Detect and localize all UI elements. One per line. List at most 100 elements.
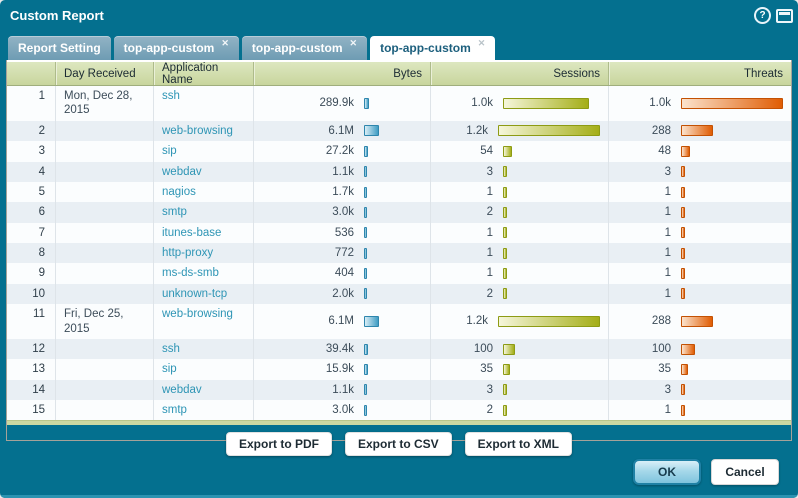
column-header-threats[interactable]: Threats xyxy=(608,62,791,85)
threats-cell: 1.0k xyxy=(608,86,791,121)
sessions-cell: 35 xyxy=(430,359,608,380)
application-link[interactable]: nagios xyxy=(162,185,196,198)
threats-bar xyxy=(681,363,688,375)
tab-report-setting[interactable]: Report Setting xyxy=(8,36,111,60)
application-link[interactable]: ms-ds-smb xyxy=(162,267,219,280)
table-header-row: Day Received Application Name Bytes Session… xyxy=(7,62,791,86)
sessions-bar xyxy=(503,166,507,178)
export-to-pdf-button[interactable]: Export to PDF xyxy=(226,432,332,457)
help-icon[interactable]: ? xyxy=(754,7,771,24)
row-number: 15 xyxy=(32,404,45,416)
row-number: 13 xyxy=(32,363,45,376)
tab-label: top-app-custom xyxy=(251,41,343,55)
threats-value: 3 xyxy=(664,383,671,396)
column-header-bytes[interactable]: Bytes xyxy=(253,62,430,85)
sessions-cell: 3 xyxy=(430,161,608,182)
application-link[interactable]: ssh xyxy=(162,342,180,355)
row-number: 5 xyxy=(38,185,45,198)
bytes-value: 15.9k xyxy=(325,363,354,376)
day-received-value xyxy=(55,141,153,162)
day-received-value xyxy=(55,181,153,203)
application-cell: webdav xyxy=(153,161,253,182)
bytes-value: 404 xyxy=(334,267,354,280)
export-to-xml-button[interactable]: Export to XML xyxy=(464,432,572,457)
grid-body: 1 Mon, Dec 28, 2015 ssh 289.9k 1.0k 1.0k 2 web-… xyxy=(7,86,791,421)
tab-close-icon[interactable]: ✕ xyxy=(221,37,229,48)
bytes-bar xyxy=(364,363,368,375)
application-link[interactable]: itunes-base xyxy=(162,226,222,239)
bytes-cell: 3.0k xyxy=(253,202,430,223)
threats-cell: 1 xyxy=(608,181,791,203)
tab-top-app-custom[interactable]: top-app-custom ✕ xyxy=(241,36,368,60)
sessions-cell: 1.0k xyxy=(430,86,608,121)
day-received-value xyxy=(55,161,153,182)
sessions-bar xyxy=(503,97,589,109)
tab-close-icon[interactable]: ✕ xyxy=(477,37,486,48)
column-header-application-name[interactable]: Application Name xyxy=(153,62,253,86)
application-link[interactable]: unknown-tcp xyxy=(162,287,228,300)
ok-button[interactable]: OK xyxy=(633,459,701,485)
column-header-day-received[interactable]: Day Received xyxy=(55,62,153,85)
sessions-cell: 3 xyxy=(430,379,608,400)
day-received-value xyxy=(55,202,153,223)
column-header-sessions[interactable]: Sessions xyxy=(430,62,608,85)
application-cell: http-proxy xyxy=(153,243,253,264)
report-table: Day Received Application Name Bytes Session… xyxy=(7,60,791,426)
day-received-value xyxy=(55,379,153,400)
sessions-cell: 100 xyxy=(430,338,608,360)
bytes-bar xyxy=(364,288,367,300)
tab-label: top-app-custom xyxy=(123,41,215,55)
sessions-bar xyxy=(503,186,507,198)
tab-close-icon[interactable]: ✕ xyxy=(349,37,358,48)
bytes-bar xyxy=(364,206,367,218)
bytes-value: 27.2k xyxy=(325,145,354,158)
threats-value: 1 xyxy=(664,226,671,239)
bytes-bar xyxy=(364,97,369,109)
application-link[interactable]: webdav xyxy=(162,383,202,396)
table-row: 9 ms-ds-smb 404 1 1 xyxy=(7,263,791,284)
application-link[interactable]: sip xyxy=(162,363,177,376)
threats-bar xyxy=(681,404,685,416)
bytes-value: 6.1M xyxy=(328,315,354,328)
row-number: 11 xyxy=(33,308,45,321)
column-header-row-number[interactable] xyxy=(7,62,55,85)
export-to-csv-button[interactable]: Export to CSV xyxy=(345,432,452,457)
threats-value: 288 xyxy=(651,124,671,137)
sessions-value: 2 xyxy=(486,287,493,300)
bytes-cell: 6.1M xyxy=(253,304,430,339)
application-link[interactable]: http-proxy xyxy=(162,247,214,259)
threats-value: 288 xyxy=(651,315,671,328)
threats-cell: 35 xyxy=(608,359,791,380)
application-link[interactable]: smtp xyxy=(162,404,187,416)
bytes-bar xyxy=(364,404,367,416)
bytes-value: 536 xyxy=(334,226,354,239)
application-link[interactable]: smtp xyxy=(162,206,187,219)
threats-value: 1 xyxy=(664,185,671,198)
application-link[interactable]: web-browsing xyxy=(162,124,233,137)
threats-value: 35 xyxy=(658,363,671,376)
table-row: 2 web-browsing 6.1M 1.2k 288 xyxy=(7,120,791,142)
sessions-bar xyxy=(503,227,507,239)
tab-top-app-custom[interactable]: top-app-custom ✕ xyxy=(113,36,239,60)
application-link[interactable]: ssh xyxy=(162,90,180,102)
threats-value: 1 xyxy=(664,267,671,280)
cancel-button[interactable]: Cancel xyxy=(711,459,779,485)
threats-cell: 1 xyxy=(608,243,791,264)
tab-top-app-custom[interactable]: top-app-custom ✕ xyxy=(370,36,496,60)
day-received-value xyxy=(55,263,153,284)
application-link[interactable]: sip xyxy=(162,145,177,158)
row-number: 8 xyxy=(38,247,45,259)
bytes-cell: 772 xyxy=(253,243,430,264)
bytes-value: 1.1k xyxy=(332,165,354,178)
table-row: 6 smtp 3.0k 2 1 xyxy=(7,202,791,223)
sessions-value: 100 xyxy=(473,342,493,355)
sessions-cell: 1.2k xyxy=(430,304,608,339)
window-icon[interactable] xyxy=(776,9,793,23)
day-received-value: Mon, Dec 28, 2015 xyxy=(55,86,153,121)
row-number: 7 xyxy=(38,226,45,239)
application-link[interactable]: web-browsing xyxy=(162,308,233,321)
application-link[interactable]: webdav xyxy=(162,165,202,178)
sessions-cell: 1 xyxy=(430,263,608,284)
sessions-value: 1.2k xyxy=(466,124,488,137)
sessions-value: 3 xyxy=(486,383,493,396)
